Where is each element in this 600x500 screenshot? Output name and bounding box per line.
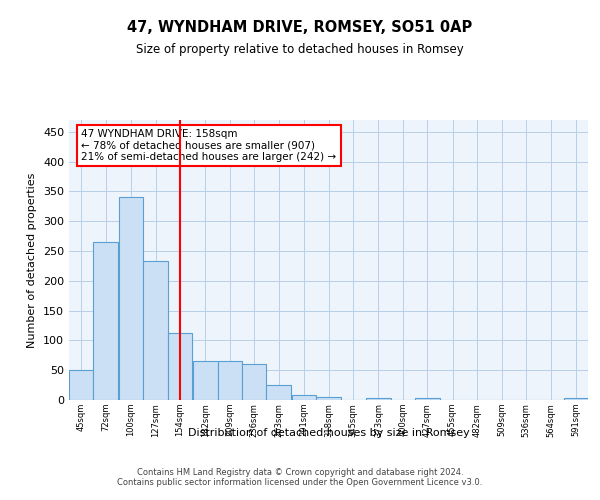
Bar (193, 362, 218, 400)
Bar (143, 261, 168, 400)
Text: Size of property relative to detached houses in Romsey: Size of property relative to detached ho… (136, 44, 464, 57)
Bar (69, 370, 94, 400)
Text: Contains HM Land Registry data © Crown copyright and database right 2024.
Contai: Contains HM Land Registry data © Crown c… (118, 468, 482, 487)
Text: 47, WYNDHAM DRIVE, ROMSEY, SO51 0AP: 47, WYNDHAM DRIVE, ROMSEY, SO51 0AP (127, 20, 473, 35)
Bar (242, 364, 266, 400)
Y-axis label: Number of detached properties: Number of detached properties (28, 172, 37, 348)
Bar (167, 332, 193, 400)
Bar (266, 385, 291, 400)
Bar (415, 398, 440, 400)
Bar (93, 242, 118, 400)
Bar (218, 362, 242, 400)
Bar (316, 397, 341, 400)
Bar (292, 395, 316, 400)
Text: Distribution of detached houses by size in Romsey: Distribution of detached houses by size … (188, 428, 470, 438)
Text: 47 WYNDHAM DRIVE: 158sqm
← 78% of detached houses are smaller (907)
21% of semi-: 47 WYNDHAM DRIVE: 158sqm ← 78% of detach… (81, 129, 337, 162)
Bar (366, 398, 391, 400)
Bar (563, 398, 588, 400)
Bar (119, 198, 143, 400)
